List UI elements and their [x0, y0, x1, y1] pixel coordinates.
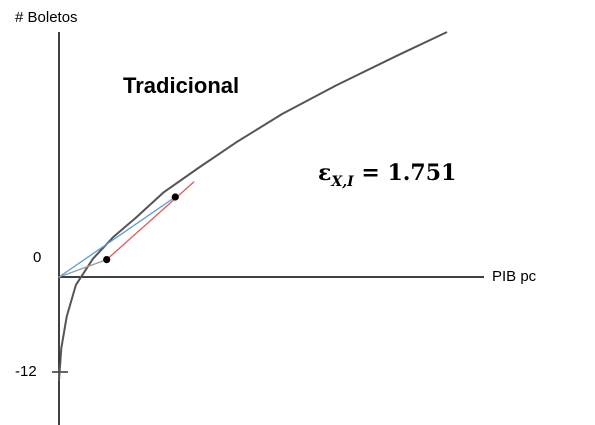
- elasticity-annotation: εX,I = 1.751: [318, 160, 456, 190]
- series-layer: [58, 31, 448, 381]
- series-ray-from-origin-2: [58, 258, 108, 278]
- elasticity-value: 1.751: [387, 160, 456, 186]
- series-ray-from-origin-1: [58, 196, 176, 278]
- x-axis-label: PIB pc: [492, 268, 537, 285]
- y-tick-label-neg12: -12: [15, 363, 37, 380]
- chart-title: Tradicional: [123, 73, 239, 98]
- marked-point-0: [103, 256, 111, 264]
- y-tick-label-0: 0: [33, 249, 41, 266]
- elasticity-symbol: ε: [318, 160, 331, 186]
- elasticity-equals: =: [354, 160, 388, 186]
- series-tangent-3: [106, 181, 195, 261]
- elasticity-subscript: X,I: [330, 174, 354, 190]
- marked-point-1: [171, 193, 179, 201]
- points-layer: [103, 193, 179, 264]
- series-curve-0: [58, 31, 448, 381]
- y-axis-label: # Boletos: [15, 9, 78, 26]
